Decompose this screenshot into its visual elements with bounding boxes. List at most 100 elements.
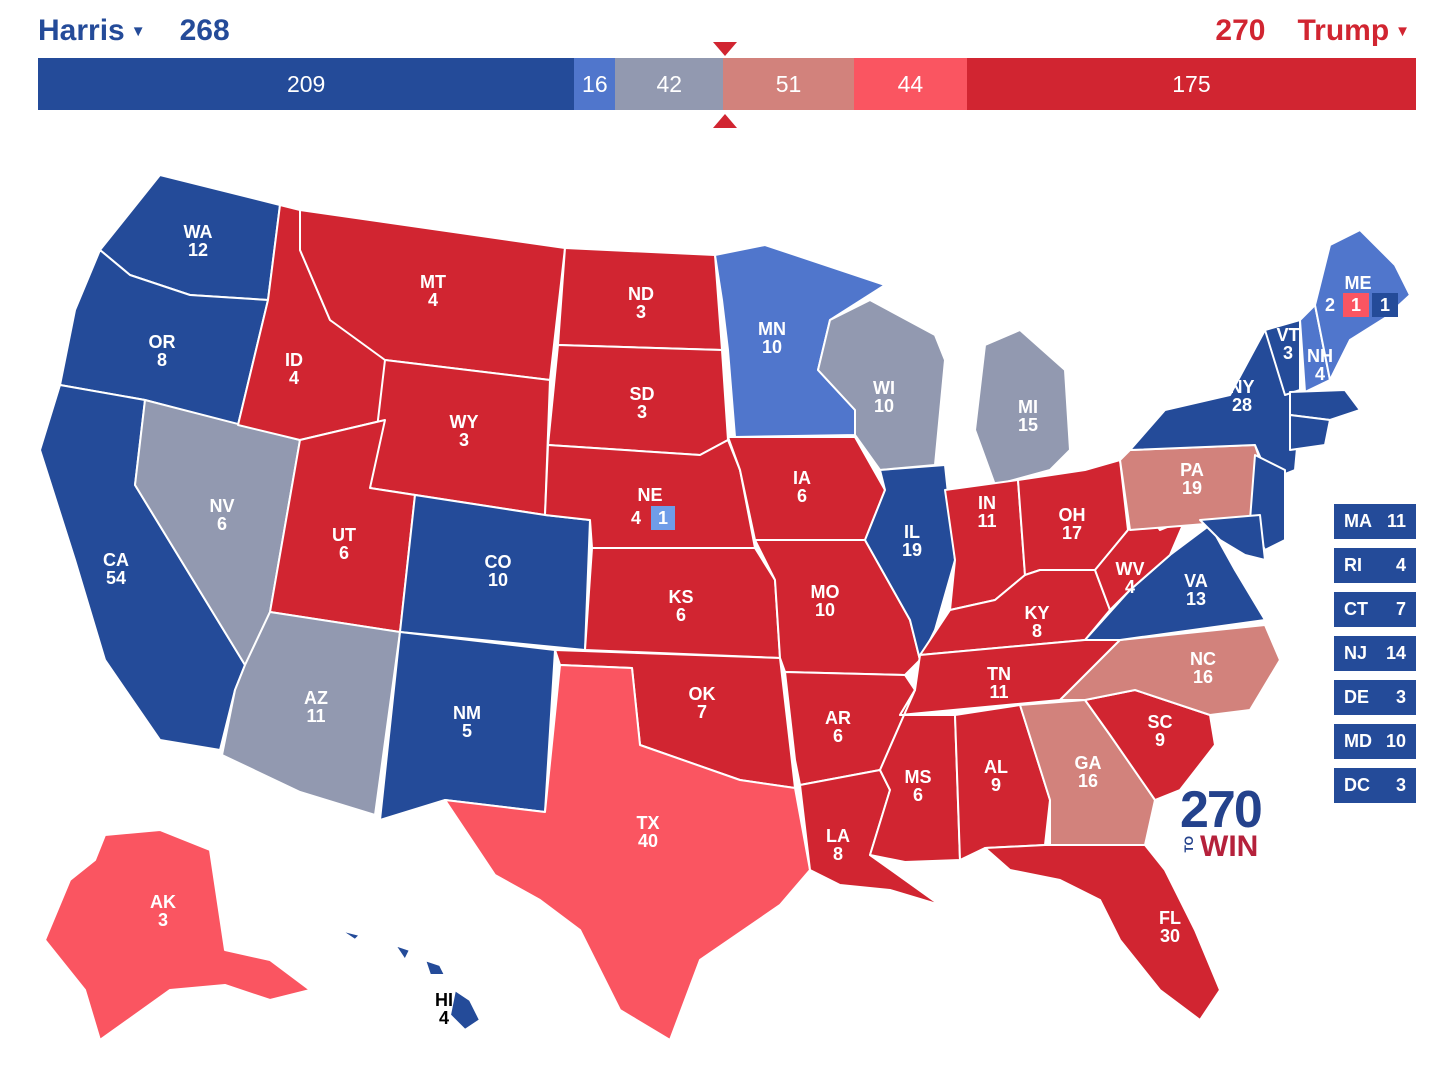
state-label-nc-abbr: NC: [1190, 649, 1216, 669]
state-label-ga-ev: 16: [1078, 771, 1098, 791]
small-state-ct[interactable]: CT 7: [1334, 592, 1416, 627]
state-mi[interactable]: [974, 329, 1071, 486]
state-wi[interactable]: [817, 299, 946, 471]
state-label-ar-abbr: AR: [825, 708, 851, 728]
state-label-wy-ev: 3: [459, 430, 469, 450]
state-label-nd-ev: 3: [636, 302, 646, 322]
state-label-il-ev: 19: [902, 540, 922, 560]
small-state-ma[interactable]: MA 11: [1334, 504, 1416, 539]
state-label-hi-ev: 4: [439, 1008, 449, 1028]
state-label-wv-ev: 4: [1125, 577, 1135, 597]
state-label-me-district-2-ev: 1: [1351, 295, 1361, 315]
state-label-mn-abbr: MN: [758, 319, 786, 339]
state-fl[interactable]: [984, 844, 1221, 1021]
state-label-wi-abbr: WI: [873, 378, 895, 398]
bar-segment-likely-d[interactable]: 16: [574, 58, 616, 110]
state-label-mt-ev: 4: [428, 290, 438, 310]
bar-segment-safe-d[interactable]: 209: [38, 58, 575, 110]
state-ak[interactable]: [44, 829, 311, 1041]
state-label-ms-abbr: MS: [905, 767, 932, 787]
state-label-ok-abbr: OK: [689, 684, 716, 704]
state-vt[interactable]: [1264, 319, 1301, 396]
state-label-ny-abbr: NY: [1229, 377, 1254, 397]
state-label-wa-ev: 12: [188, 240, 208, 260]
me-district-1-box[interactable]: [1372, 293, 1398, 317]
state-label-ks-abbr: KS: [668, 587, 693, 607]
state-co[interactable]: [399, 494, 591, 651]
state-label-pa-abbr: PA: [1180, 460, 1204, 480]
state-label-ut-abbr: UT: [332, 525, 356, 545]
state-label-co-ev: 10: [488, 570, 508, 590]
state-label-nd-abbr: ND: [628, 284, 654, 304]
state-label-co-abbr: CO: [485, 552, 512, 572]
state-label-nh-ev: 4: [1315, 364, 1325, 384]
ne-district-box[interactable]: [651, 506, 675, 530]
state-label-ga-abbr: GA: [1075, 753, 1102, 773]
state-labels: WA 12 OR 8 CA 54 NV 6 ID 4 MT 4 WY 3 UT …: [103, 222, 1398, 1028]
state-label-ky-abbr: KY: [1024, 603, 1049, 623]
state-label-nm-ev: 5: [462, 721, 472, 741]
state-label-wa-abbr: WA: [184, 222, 213, 242]
trump-selector[interactable]: 270 Trump ▼: [1215, 14, 1416, 48]
chevron-down-icon[interactable]: ▼: [1395, 22, 1410, 40]
state-label-ks-ev: 6: [676, 605, 686, 625]
state-ct[interactable]: [1289, 414, 1331, 451]
me-district-2-box[interactable]: [1343, 293, 1369, 317]
state-label-mi-ev: 15: [1018, 415, 1038, 435]
state-label-az-ev: 11: [306, 706, 325, 726]
state-label-mn-ev: 10: [762, 337, 782, 357]
small-state-de[interactable]: DE 3: [1334, 680, 1416, 715]
state-label-hi-abbr: HI: [435, 990, 453, 1010]
state-label-il-abbr: IL: [904, 522, 920, 542]
state-label-mt-abbr: MT: [420, 272, 446, 292]
state-label-in-ev: 11: [977, 511, 996, 531]
majority-marker-bottom-icon: [713, 114, 737, 128]
small-state-md[interactable]: MD 10: [1334, 724, 1416, 759]
trump-name: Trump: [1297, 14, 1390, 47]
bar-segment-likely-r[interactable]: 44: [853, 58, 967, 110]
state-label-sd-abbr: SD: [629, 384, 654, 404]
state-label-al-ev: 9: [991, 775, 1001, 795]
state-label-fl-ev: 30: [1160, 926, 1180, 946]
state-label-ne-ev: 4: [631, 508, 641, 528]
state-label-or-ev: 8: [157, 350, 167, 370]
state-label-mo-ev: 10: [815, 600, 835, 620]
state-label-oh-ev: 17: [1062, 523, 1082, 543]
state-label-me-district-1-ev: 1: [1380, 295, 1390, 315]
state-label-in-abbr: IN: [978, 493, 996, 513]
state-tx[interactable]: [444, 664, 811, 1041]
state-label-la-abbr: LA: [826, 826, 850, 846]
bar-segment-safe-r[interactable]: 175: [966, 58, 1416, 110]
state-label-wy-abbr: WY: [450, 412, 479, 432]
state-label-la-ev: 8: [833, 844, 843, 864]
state-label-vt-ev: 3: [1283, 343, 1293, 363]
small-state-list: MA 11 RI 4 CT 7 NJ 14 DE 3 MD 10 DC 3: [1334, 504, 1416, 812]
state-label-nm-abbr: NM: [453, 703, 481, 723]
state-label-ak-abbr: AK: [150, 892, 176, 912]
state-hi[interactable]: [339, 929, 481, 1031]
trump-ev-total: 270: [1215, 14, 1266, 47]
state-label-ut-ev: 6: [339, 543, 349, 563]
state-label-ne-district-ev: 1: [658, 508, 668, 528]
harris-ev-total: 268: [179, 14, 230, 47]
state-label-sd-ev: 3: [637, 402, 647, 422]
chevron-down-icon[interactable]: ▼: [130, 22, 146, 40]
state-label-sc-abbr: SC: [1147, 712, 1172, 732]
bar-segment-tossup[interactable]: 42: [615, 58, 724, 110]
state-label-wi-ev: 10: [874, 396, 894, 416]
state-md[interactable]: [1199, 514, 1266, 561]
small-state-dc[interactable]: DC 3: [1334, 768, 1416, 803]
small-state-ri[interactable]: RI 4: [1334, 548, 1416, 583]
state-label-sc-ev: 9: [1155, 730, 1165, 750]
state-label-vt-abbr: VT: [1276, 325, 1299, 345]
state-label-nc-ev: 16: [1193, 667, 1213, 687]
state-ma[interactable]: [1289, 389, 1361, 421]
harris-selector[interactable]: Harris ▼ 268: [38, 14, 230, 48]
small-state-nj[interactable]: NJ 14: [1334, 636, 1416, 671]
state-label-nh-abbr: NH: [1307, 346, 1333, 366]
bar-segment-lean-r[interactable]: 51: [723, 58, 854, 110]
state-label-or-abbr: OR: [149, 332, 176, 352]
state-label-va-abbr: VA: [1184, 571, 1208, 591]
state-nc[interactable]: [1059, 624, 1281, 716]
